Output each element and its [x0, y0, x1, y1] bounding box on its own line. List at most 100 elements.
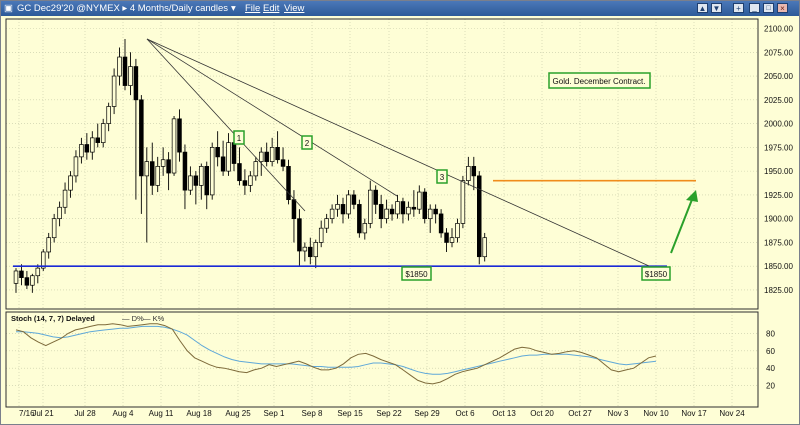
candle — [417, 185, 422, 214]
dropdown-arrow-icon[interactable]: ▾ — [231, 3, 236, 14]
y-tick-label: 2075.00 — [764, 48, 793, 57]
candle-body — [106, 106, 111, 124]
menu-edit[interactable]: Edit — [263, 3, 280, 14]
candle — [471, 156, 477, 191]
y-tick-label: 1875.00 — [764, 238, 793, 247]
candle — [68, 171, 73, 198]
candle — [297, 209, 302, 267]
candle-body — [204, 166, 210, 196]
y-tick-label: 1850.00 — [764, 262, 793, 271]
candle — [259, 147, 264, 176]
stoch-tick-label: 40 — [766, 364, 775, 373]
stoch-tick-label: 60 — [766, 347, 775, 356]
candle — [253, 156, 259, 181]
level-label-right: $1850 — [641, 266, 671, 281]
candle-body — [68, 175, 73, 191]
minimize-icon[interactable]: _ — [749, 3, 760, 13]
candle — [368, 180, 373, 229]
trendline-label-2: 2 — [301, 135, 313, 150]
down-arrow-icon[interactable]: ▼ — [711, 3, 722, 13]
candle — [351, 190, 357, 210]
close-icon[interactable]: × — [777, 3, 788, 13]
candle — [111, 68, 117, 115]
candle-body — [329, 208, 335, 220]
candle-body — [302, 246, 308, 252]
stoch-line-d — [16, 325, 657, 375]
candle — [411, 190, 417, 217]
candle-body — [144, 161, 150, 177]
candle-body — [346, 194, 351, 215]
restore-icon[interactable]: □ — [763, 3, 774, 13]
stoch-tick-label: 80 — [766, 329, 775, 338]
trendline-label-3-text: 3 — [440, 173, 445, 182]
candle-body — [275, 147, 280, 161]
candle-body — [427, 208, 433, 220]
candle-body — [242, 180, 248, 186]
candle — [226, 133, 231, 176]
candle-body — [378, 204, 384, 220]
candle — [444, 228, 449, 252]
x-tick-label: Sep 29 — [414, 409, 440, 418]
candle — [79, 137, 84, 164]
candle-body — [122, 56, 128, 86]
x-tick-label: Sep 1 — [264, 409, 285, 418]
candle — [422, 188, 428, 224]
y-tick-label: 2025.00 — [764, 96, 793, 105]
candle-body — [460, 180, 466, 224]
candles — [13, 38, 487, 293]
candle-body — [209, 147, 215, 196]
up-arrow-icon[interactable]: ▲ — [697, 3, 708, 13]
candle — [182, 144, 188, 210]
trendline-3 — [146, 38, 650, 267]
candle — [275, 131, 280, 164]
x-tick-label: Aug 4 — [113, 409, 134, 418]
candle — [133, 58, 139, 200]
level-label-left-text: $1850 — [405, 270, 428, 279]
candle-body — [111, 75, 117, 107]
candle-body — [188, 175, 193, 191]
candle — [389, 204, 395, 221]
candle-body — [384, 208, 389, 220]
candle-body — [477, 175, 482, 258]
level-label-left: $1850 — [401, 266, 432, 281]
menu-view[interactable]: View — [284, 3, 305, 14]
x-tick-label: Oct 27 — [568, 409, 592, 418]
candle-body — [400, 201, 406, 215]
y-tick-label: 1925.00 — [764, 191, 793, 200]
candle-body — [291, 199, 297, 220]
candle — [204, 161, 210, 210]
trendline-label-2-text: 2 — [305, 139, 310, 148]
candle-body — [313, 242, 319, 258]
stoch-grid — [6, 312, 758, 407]
x-tick-label: Oct 13 — [492, 409, 516, 418]
menu-file[interactable]: File — [245, 3, 261, 14]
candle-body — [150, 161, 155, 186]
candle — [449, 228, 455, 248]
stoch-line-k — [15, 323, 657, 385]
candle-body — [95, 137, 100, 143]
candle — [35, 264, 41, 284]
up-arrow-shaft — [670, 196, 694, 254]
y-tick-label: 2100.00 — [764, 25, 793, 34]
candle — [155, 156, 160, 193]
candle-body — [84, 144, 90, 153]
candle-body — [406, 206, 411, 215]
stoch-title: Stoch (14, 7, 7) Delayed — [11, 314, 95, 323]
candle — [160, 147, 166, 176]
candle-body — [46, 237, 51, 253]
candle-body — [13, 270, 19, 284]
price-y-axis: 1825.00 1850.00 1875.00 1900.00 1925.00 1950.… — [764, 25, 793, 295]
trendline-label-3: 3 — [436, 169, 448, 184]
candle — [84, 133, 90, 160]
candle — [100, 118, 106, 148]
new-window-icon[interactable]: + — [733, 3, 744, 13]
candle — [460, 175, 466, 229]
candle-body — [444, 232, 449, 243]
candle — [362, 218, 368, 240]
candle — [106, 102, 111, 132]
candle — [62, 182, 68, 214]
y-tick-label: 2050.00 — [764, 72, 793, 81]
x-tick-label: Aug 18 — [186, 409, 212, 418]
candle-body — [318, 227, 324, 243]
